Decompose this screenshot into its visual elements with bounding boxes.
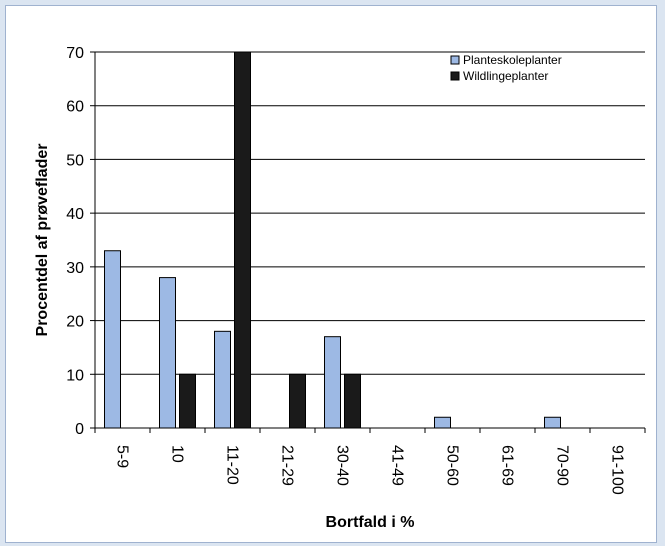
x-tick-label: 61-69 (499, 445, 516, 486)
x-tick-label: 30-40 (334, 445, 351, 486)
x-tick-label: 21-29 (279, 445, 296, 486)
bar-planteskoleplanter-50-60 (434, 416, 451, 429)
bars (104, 51, 561, 429)
y-tick-label: 20 (66, 314, 84, 331)
axes (90, 51, 646, 433)
legend-swatch-wildlingeplanter (450, 71, 460, 81)
bar-wildlingeplanter-11-20 (234, 51, 251, 429)
y-tick-label: 60 (66, 99, 84, 116)
x-tick-label: 10 (169, 445, 186, 463)
y-tick-labels: 0 10 20 30 40 50 60 70 (66, 45, 84, 438)
x-tick-label: 11-20 (224, 445, 241, 485)
bar-wildlingeplanter-21-29 (289, 373, 306, 429)
bar-wildlingeplanter-10 (179, 373, 196, 429)
y-tick-label: 0 (75, 421, 84, 438)
bar-planteskoleplanter-10 (159, 277, 176, 429)
y-tick-label: 10 (66, 367, 84, 384)
gridlines (95, 51, 645, 375)
y-tick-label: 50 (66, 152, 84, 169)
bar-wildlingeplanter-30-40 (344, 373, 361, 429)
x-tick-label: 91-100 (609, 445, 626, 495)
bar-planteskoleplanter-5-9 (104, 250, 121, 429)
legend: Planteskoleplanter Wildlingeplanter (450, 53, 562, 83)
y-tick-label: 40 (66, 206, 84, 223)
legend-swatch-planteskoleplanter (450, 55, 460, 65)
bar-planteskoleplanter-70-90 (544, 416, 561, 429)
y-axis-title: Procentdel af prøveflader (34, 144, 51, 337)
bar-planteskoleplanter-30-40 (324, 336, 341, 429)
x-axis-title: Bortfald i % (326, 514, 415, 531)
x-tick-label: 50-60 (444, 445, 461, 486)
legend-label: Planteskoleplanter (463, 53, 562, 67)
y-tick-label: 30 (66, 260, 84, 277)
x-tick-label: 70-90 (554, 445, 571, 486)
y-tick-label: 70 (66, 45, 84, 62)
x-tick-labels: 5-9 10 11-20 21-29 30-40 41-49 50-60 61-69 70-90… (114, 445, 626, 495)
legend-label: Wildlingeplanter (463, 69, 548, 83)
bar-planteskoleplanter-11-20 (214, 330, 231, 429)
x-tick-label: 41-49 (389, 445, 406, 486)
x-tick-label: 5-9 (114, 445, 131, 468)
